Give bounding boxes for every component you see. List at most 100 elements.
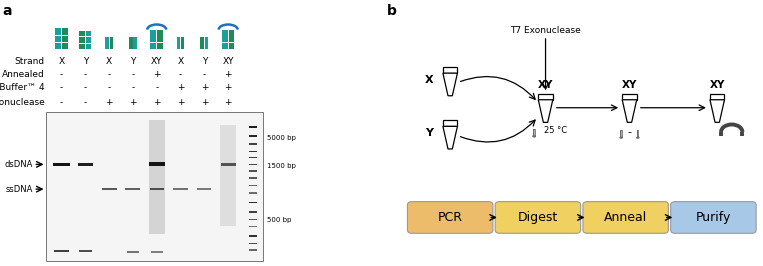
Bar [620,131,622,137]
Bar [249,126,257,128]
Text: -: - [84,98,87,107]
Bar [125,188,140,190]
Bar [129,37,133,41]
Text: Digest: Digest [518,211,558,224]
Bar [79,250,92,252]
Text: +: + [153,70,160,79]
Text: T7 Exonuclease: T7 Exonuclease [510,26,581,35]
Bar [173,188,188,190]
Text: -: - [108,83,111,92]
Bar [54,250,69,252]
Text: dsDNA: dsDNA [4,160,33,169]
Bar [176,45,180,49]
Bar [62,28,68,35]
Text: XY: XY [622,80,637,90]
Text: XY: XY [710,80,725,90]
Bar [221,163,236,166]
Bar [110,41,113,45]
Bar [157,30,163,36]
Bar [443,67,458,73]
Bar [249,235,257,237]
Bar [86,31,92,36]
Bar [110,37,113,41]
FancyBboxPatch shape [407,202,493,233]
Bar [134,41,137,45]
Text: Purify: Purify [696,211,731,224]
Text: 1500 bp: 1500 bp [266,163,295,169]
Bar [129,45,133,49]
Bar [157,36,163,42]
Text: Y: Y [201,57,207,66]
Bar [181,37,185,41]
Bar [181,45,185,49]
Text: -: - [131,70,134,79]
Text: -: - [84,70,87,79]
Bar [101,188,117,190]
Text: +: + [224,98,232,107]
Bar [134,45,137,49]
Bar [229,30,234,36]
Bar [86,37,92,43]
Bar [538,94,552,100]
Text: +: + [129,98,137,107]
Text: ssDNA: ssDNA [5,185,33,194]
Bar [46,112,262,261]
Bar [201,37,204,41]
Bar [637,131,639,137]
Text: XY: XY [151,57,163,66]
Bar [134,37,137,41]
Bar [201,41,204,45]
Bar [79,31,85,36]
Bar [197,188,211,190]
Text: X: X [106,57,112,66]
Bar [249,185,257,186]
FancyBboxPatch shape [583,202,668,233]
Text: PCR: PCR [438,211,462,224]
Bar [249,192,257,194]
Bar [637,131,639,137]
Bar [79,37,85,43]
Polygon shape [538,100,552,122]
Text: +: + [177,83,185,92]
Bar [151,251,163,253]
Bar [105,37,108,41]
Bar [533,128,535,136]
Bar [222,30,227,36]
Bar [249,249,257,251]
Text: +: + [224,83,232,92]
Bar [150,36,156,42]
Bar [623,94,636,100]
Bar [710,94,725,100]
Bar [149,162,165,166]
Text: XY: XY [222,57,234,66]
Text: T7 Exonuclease: T7 Exonuclease [0,98,44,107]
Bar [110,45,113,49]
Bar [157,43,163,49]
Text: -: - [203,70,206,79]
Bar [149,120,165,234]
Bar [55,43,61,49]
Text: NEBuffer™ 4: NEBuffer™ 4 [0,83,44,92]
Text: X: X [59,57,65,66]
Bar [204,45,208,49]
Bar [249,170,257,172]
Bar [229,43,234,49]
Text: +: + [224,70,232,79]
Text: -: - [155,83,159,92]
Circle shape [620,136,623,139]
Bar [249,143,257,145]
Text: -: - [131,83,134,92]
Bar [533,128,535,136]
Bar [176,37,180,41]
Polygon shape [710,100,724,122]
Text: +: + [177,98,185,107]
Text: 500 bp: 500 bp [266,217,291,223]
Bar [249,151,257,152]
Bar [222,43,227,49]
Text: 25 °C: 25 °C [543,126,567,135]
Text: +: + [153,98,160,107]
Text: -: - [60,70,63,79]
Polygon shape [623,100,637,122]
Bar [249,177,257,179]
FancyBboxPatch shape [495,202,581,233]
